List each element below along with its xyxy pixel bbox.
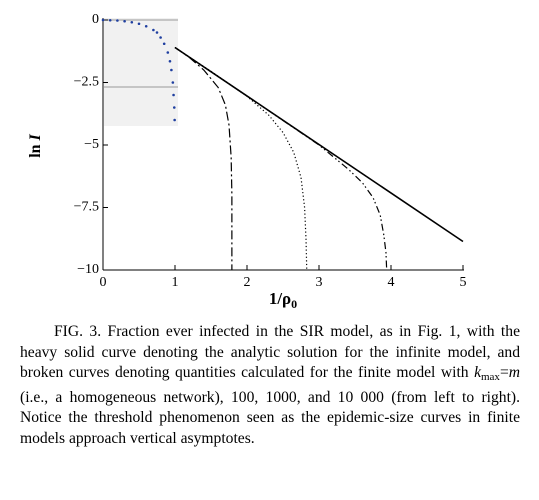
caption-text: = <box>499 364 509 381</box>
inset-dot <box>173 118 176 122</box>
caption-sub: max <box>480 371 500 383</box>
curve <box>174 46 308 271</box>
inset-dot <box>172 106 176 109</box>
curve <box>174 47 388 271</box>
inset-dot <box>130 20 134 24</box>
y-tick-label: −5 <box>84 137 99 152</box>
inset-dot <box>108 18 112 22</box>
inset-dot <box>171 81 175 84</box>
y-tick-label: 0 <box>92 12 99 27</box>
inset-dot <box>172 93 175 97</box>
y-axis-label: ln I <box>27 133 44 157</box>
x-tick-label: 2 <box>244 275 251 290</box>
x-tick-label: 3 <box>316 275 323 290</box>
y-label-var: I <box>27 133 44 141</box>
inset-dot <box>159 36 162 39</box>
inset-dot <box>123 19 126 23</box>
x-axis-label: 1/ρ0 <box>269 289 297 311</box>
inset-dot <box>152 28 155 32</box>
chart: ln I 1/ρ0 0 1 2 3 4 50−2.5−5−7.5−10 <box>27 12 467 311</box>
inset-dot <box>101 18 105 22</box>
inset-dot <box>155 31 159 34</box>
caption: FIG. 3. Fraction ever infected in the SI… <box>20 322 520 449</box>
inset-dot <box>166 51 170 54</box>
curve <box>174 47 233 270</box>
inset-dot <box>137 22 141 26</box>
x-tick-label: 0 <box>100 275 107 290</box>
inset-dot <box>162 42 166 46</box>
inset-dot <box>144 24 148 28</box>
y-tick-label: −2.5 <box>74 75 99 90</box>
x-tick-label: 5 <box>460 275 467 290</box>
caption-var: m <box>508 364 520 381</box>
y-label-text: ln <box>27 140 44 157</box>
x-tick-label: 4 <box>388 275 395 290</box>
x-label-sub: 0 <box>291 297 297 311</box>
x-tick-label: 1 <box>172 275 179 290</box>
inset-dot <box>170 68 173 72</box>
caption-var: k <box>474 364 481 381</box>
inset-dot <box>116 19 119 22</box>
inset-dot <box>168 59 172 63</box>
y-tick-label: −7.5 <box>74 200 99 215</box>
inset-background <box>104 18 178 126</box>
x-label-text: 1/ρ <box>269 289 291 308</box>
caption-text: (i.e., a homogeneous network), 100, 1000… <box>20 388 520 447</box>
y-tick-label: −10 <box>77 262 99 277</box>
caption-text: FIG. 3. Fraction ever infected in the SI… <box>20 323 520 381</box>
